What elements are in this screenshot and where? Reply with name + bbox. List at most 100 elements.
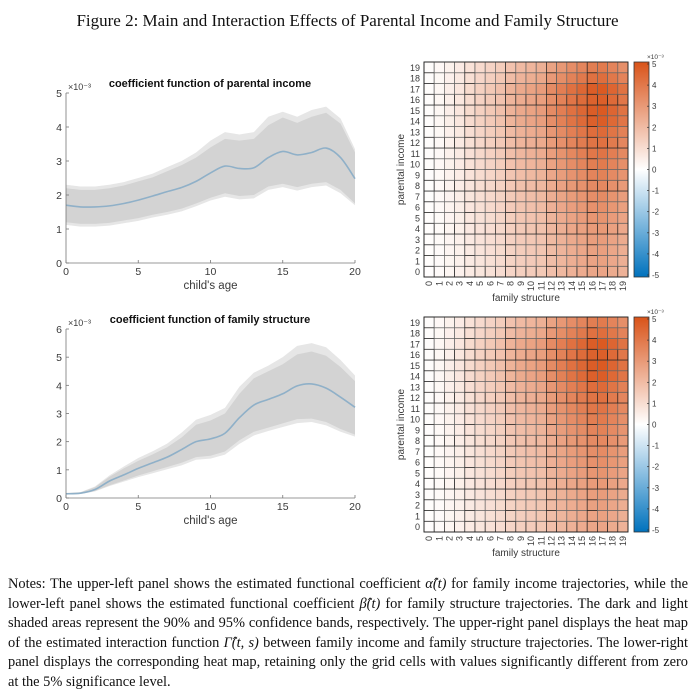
heatmap-cell	[505, 402, 517, 415]
heatmap-cell	[566, 434, 578, 447]
heatmap-cell	[576, 327, 588, 339]
heatmap-cell	[495, 201, 506, 213]
heatmap-cell	[515, 255, 527, 267]
heatmap-cell	[525, 72, 537, 84]
heatmap-cell	[433, 265, 445, 278]
heatmap-cell	[617, 327, 629, 339]
heatmap-cell	[535, 255, 547, 267]
x-tick-label: 18	[608, 536, 618, 546]
notes-text-1: Notes: The upper-left panel shows the es…	[8, 576, 426, 592]
heatmap-cell	[515, 158, 527, 170]
x-tick-label: 17	[598, 536, 608, 546]
heatmap-cell	[444, 104, 455, 117]
heatmap-cell	[515, 434, 527, 447]
heatmap-cell	[535, 115, 547, 127]
heatmap-cell	[525, 233, 537, 246]
heatmap-cell	[433, 413, 445, 425]
heatmap-cell	[474, 510, 486, 522]
heatmap-cell	[546, 169, 557, 181]
y-tick-label: 0	[56, 258, 62, 270]
heatmap-cell	[474, 126, 486, 138]
heatmap-cell	[464, 499, 476, 511]
heatmap-cell	[505, 104, 517, 117]
heatmap-cell	[525, 456, 537, 468]
heatmap-cell	[515, 338, 527, 350]
heatmap-cell	[444, 434, 455, 447]
heatmap-cell	[535, 391, 547, 404]
heatmap-cell	[444, 402, 455, 415]
heatmap-cell	[423, 179, 435, 192]
heatmap-cell	[546, 265, 557, 278]
heatmap-cell	[464, 348, 476, 361]
heatmap-cell	[515, 93, 527, 106]
heatmap-cell	[566, 499, 578, 511]
heatmap-cell	[576, 381, 588, 393]
heatmap-cell	[556, 61, 568, 74]
heatmap-cell	[607, 381, 619, 393]
heatmap-cell	[597, 147, 608, 160]
heatmap-cell	[444, 370, 455, 382]
y-tick-label: 7	[415, 447, 420, 457]
heatmap-cell	[423, 520, 435, 533]
heatmap-cell	[546, 316, 557, 329]
heatmap-cell	[607, 370, 619, 382]
heatmap-cell	[423, 434, 435, 447]
y-tick-label: 6	[415, 458, 420, 468]
heatmap-cell	[597, 179, 608, 192]
heatmap-cell	[474, 391, 486, 404]
heatmap-cell	[505, 265, 517, 278]
heatmap-cell	[546, 222, 557, 235]
heatmap-cell	[556, 179, 568, 192]
heatmap-cell	[464, 381, 476, 393]
heatmap-cell	[464, 338, 476, 350]
y-tick-label: 13	[410, 127, 420, 137]
heatmap-cell	[597, 424, 608, 436]
heatmap-cell	[505, 316, 517, 329]
heatmap-cell	[515, 126, 527, 138]
y-tick-label: 7	[415, 192, 420, 202]
x-tick-label: 5	[475, 536, 485, 541]
heatmap-cell	[484, 359, 496, 372]
heatmap-cell	[535, 104, 547, 117]
heatmap-cell	[525, 499, 537, 511]
heatmap-cell	[576, 510, 588, 522]
heatmap-cell	[484, 488, 496, 501]
heatmap-cell	[454, 434, 466, 447]
heatmap-cell	[444, 520, 455, 533]
colorbar-tick-label: -5	[652, 271, 660, 280]
heatmap-cell	[535, 136, 547, 149]
heatmap-cell	[495, 233, 506, 246]
heatmap-cell	[454, 255, 466, 267]
heatmap-cell	[433, 510, 445, 522]
heatmap-cell	[546, 434, 557, 447]
heatmap-cell	[617, 338, 629, 350]
heatmap-cell	[597, 104, 608, 117]
heatmap-cell	[495, 434, 506, 447]
heatmap-cell	[607, 72, 619, 84]
heatmap-cell	[423, 265, 435, 278]
heatmap-cell	[617, 413, 629, 425]
heatmap-cell	[423, 316, 435, 329]
heatmap-cell	[454, 212, 466, 224]
heatmap-cell	[433, 136, 445, 149]
heatmap-cell	[576, 190, 588, 203]
heatmap-cell	[454, 115, 466, 127]
heatmap-cell	[576, 359, 588, 372]
heatmap-cell	[444, 61, 455, 74]
heatmap-cell	[444, 456, 455, 468]
heatmap-cell	[433, 233, 445, 246]
colorbar-tick-label: 0	[652, 421, 657, 430]
heatmap-cell	[433, 359, 445, 372]
heatmap-cell	[454, 179, 466, 192]
gamma-symbol: Γ̂(t, s)	[223, 634, 259, 651]
heatmap-cell	[525, 136, 537, 149]
colorbar-tick-label: 5	[652, 315, 657, 324]
heatmap-cell	[535, 327, 547, 339]
heatmap-cell	[597, 391, 608, 404]
heatmap-cell	[423, 190, 435, 203]
heatmap-cell	[474, 136, 486, 149]
heatmap-cell	[505, 370, 517, 382]
heatmap-cell	[617, 201, 629, 213]
heatmap-cell	[484, 126, 496, 138]
heatmap-cell	[423, 222, 435, 235]
